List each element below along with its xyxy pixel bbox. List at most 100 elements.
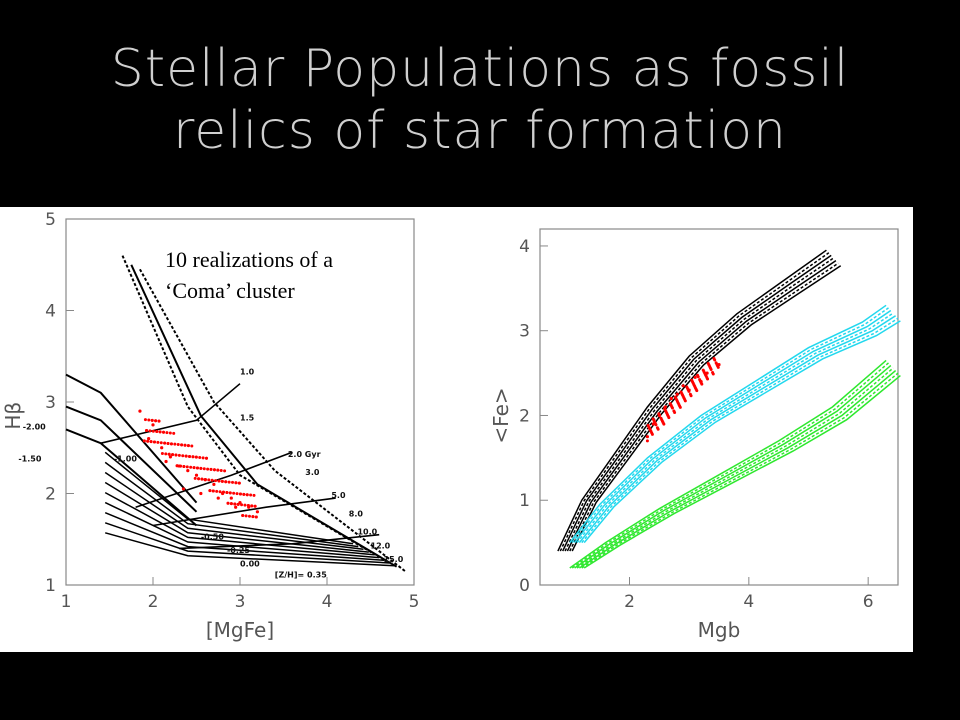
right-coma-cloud-point: [660, 419, 664, 423]
left-coma-cloud-point: [198, 456, 202, 460]
right-x-tick-label: 6: [863, 592, 874, 612]
left-coma-cloud-point: [217, 479, 221, 483]
slide-title: Stellar Populations as fossil relics of …: [0, 38, 960, 162]
left-age-label: 10.0: [357, 528, 377, 537]
left-coma-cloud-point: [151, 429, 155, 433]
left-coma-cloud-point: [220, 479, 224, 483]
left-coma-cloud-point: [225, 490, 229, 494]
right-y-tick-label: 0: [519, 576, 530, 596]
left-metallicity-label: -0.50: [201, 532, 224, 541]
left-coma-cloud-point: [229, 502, 233, 506]
left-coma-cloud-point: [212, 468, 216, 472]
right-y-tick-label: 1: [519, 491, 530, 511]
left-coma-cloud-point: [236, 502, 240, 506]
right-coma-cloud-point: [650, 431, 654, 435]
left-x-tick-label: 3: [235, 592, 246, 612]
left-coma-cloud-point: [245, 493, 249, 497]
left-coma-cloud-point: [200, 477, 204, 481]
left-y-tick-label: 3: [45, 393, 56, 413]
figure-panel: 1 2 3 4 5 1 2 3 4 5 [MgFe] Hβ -2.00 -1.50 -1.00 -0.50 -0…: [0, 207, 913, 652]
right-model-line: [574, 364, 892, 569]
left-coma-cloud-point: [176, 443, 180, 447]
right-model-line: [571, 362, 889, 569]
left-coma-point: [138, 409, 142, 413]
left-coma-point: [194, 473, 199, 477]
left-coma-cloud-point: [155, 430, 159, 434]
left-coma-point: [216, 496, 220, 500]
left-y-axis-label: Hβ: [1, 402, 25, 430]
left-coma-point: [186, 469, 190, 473]
right-coma-cloud-point: [645, 439, 649, 443]
left-y-tick-label: 2: [45, 485, 56, 505]
right-coma-cloud-point: [686, 388, 690, 392]
left-coma-cloud-point: [164, 452, 168, 456]
left-coma-cloud-point: [253, 504, 257, 508]
left-coma-cloud-point: [177, 453, 181, 457]
right-coma-cloud-point: [668, 402, 672, 406]
left-coma-cloud-point: [210, 478, 214, 482]
left-coma-point: [151, 423, 155, 427]
right-coma-point: [681, 384, 685, 388]
left-coma-cloud-point: [218, 490, 222, 494]
left-coma-cloud-point: [182, 465, 186, 469]
right-coma-cloud-point: [655, 426, 659, 430]
left-coma-cloud-point: [152, 440, 156, 444]
right-coma-cloud-point: [680, 393, 684, 397]
left-coma-cloud-point: [168, 431, 172, 435]
left-coma-cloud-point: [228, 491, 232, 495]
left-coma-cloud-point: [194, 455, 198, 459]
right-coma-cloud-point: [677, 402, 681, 406]
left-coma-cloud-point: [235, 492, 239, 496]
right-model-line: [569, 359, 887, 569]
left-coma-cloud-point: [250, 504, 254, 508]
slide-title-line-2: relics of star formation: [173, 101, 787, 161]
left-age-label: 1.5: [240, 413, 255, 422]
left-coma-cloud-point: [199, 466, 203, 470]
left-coma-cloud-point: [166, 441, 170, 445]
left-coma-cloud-point: [249, 493, 253, 497]
left-coma-cloud-point: [231, 480, 235, 484]
left-coma-cloud-point: [221, 490, 225, 494]
left-coma-cloud-point: [202, 467, 206, 471]
left-coma-cloud-point: [148, 429, 152, 433]
left-coma-point: [212, 482, 216, 486]
left-age-label: 5.0: [331, 491, 346, 500]
right-x-axis-label: Mgb: [698, 618, 741, 642]
right-coma-cloud-point: [666, 414, 670, 418]
right-coma-cloud-point: [705, 376, 709, 380]
left-x-tick-label: 2: [148, 592, 159, 612]
left-age-label: 1.0: [240, 368, 255, 377]
right-coma-point: [645, 435, 649, 439]
left-coma-cloud-point: [247, 514, 251, 518]
right-model-line: [569, 262, 839, 552]
right-coma-cloud-point: [706, 362, 710, 366]
left-coma-cloud-point: [214, 479, 218, 483]
right-x-tick-label: 4: [743, 592, 754, 612]
right-coma-cloud-point: [672, 409, 676, 413]
right-coma-cloud-point: [648, 426, 652, 430]
left-model-grid-line: [104, 471, 364, 551]
caption-line-1: 10 realizations of a: [165, 247, 333, 272]
right-coma-cloud-point: [664, 410, 668, 414]
left-coma-cloud-point: [208, 489, 212, 493]
right-coma-cloud-point: [690, 378, 694, 382]
left-coma-cloud-point: [252, 493, 256, 497]
right-coma-cloud-point: [712, 356, 716, 360]
left-coma-cloud-point: [143, 418, 147, 422]
right-coma-cloud-point: [714, 361, 718, 365]
left-coma-cloud-point: [227, 480, 231, 484]
right-model-line: [566, 259, 837, 552]
right-model-line: [559, 252, 830, 552]
left-coma-cloud-point: [150, 418, 154, 422]
left-metallicity-label: [Z/H]= 0.35: [275, 571, 327, 580]
left-coma-cloud-point: [223, 469, 227, 473]
left-coma-cloud-point: [244, 514, 248, 518]
left-x-tick-label: 1: [61, 592, 72, 612]
left-y-tick-label: 5: [45, 210, 56, 230]
left-coma-point: [234, 505, 238, 509]
left-age-label: 15.0: [384, 555, 404, 564]
right-coma-cloud-point: [708, 366, 712, 370]
right-coma-cloud-point: [685, 385, 689, 389]
right-model-line: [578, 370, 897, 569]
